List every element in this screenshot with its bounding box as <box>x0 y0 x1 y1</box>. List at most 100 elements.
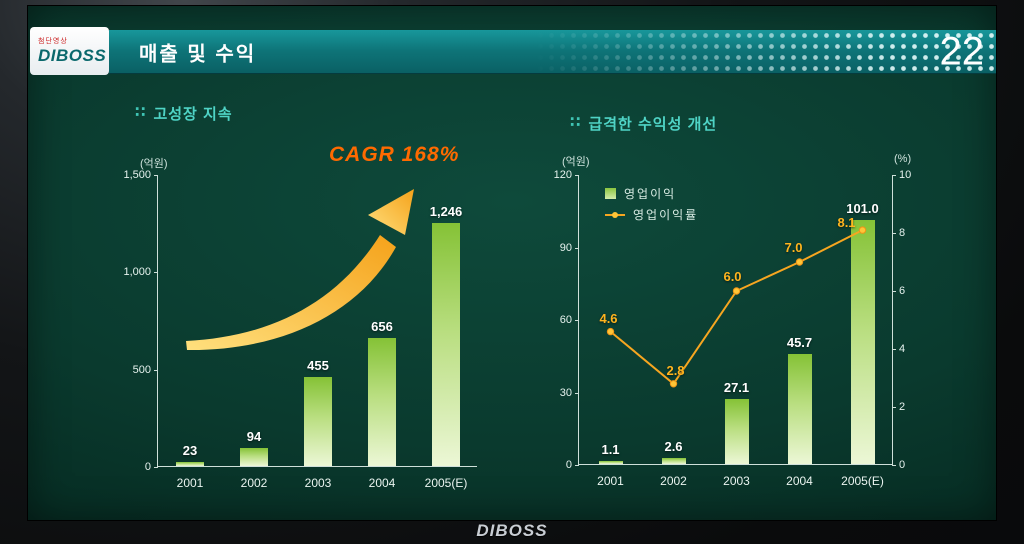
y-tick-mark <box>575 320 579 321</box>
bar-value-label: 94 <box>246 428 262 444</box>
cagr-annotation: CAGR 168% <box>329 143 460 166</box>
profit-unit-label-right: (%) <box>894 153 912 165</box>
bezel-brand-logo: DIBOSS <box>476 521 548 540</box>
bar-series-swatch-icon <box>605 188 616 199</box>
logo-tagline: 첨단영상 <box>38 38 68 45</box>
bar-value-label: 1.1 <box>601 442 620 458</box>
revenue-chart-header: ∷ 고성장 지속 <box>135 104 241 125</box>
line-marker <box>732 287 741 295</box>
category-label: 2003 <box>723 474 750 488</box>
y-tick-label: 60 <box>559 314 572 326</box>
legend-label: 영업이익 <box>624 187 677 201</box>
profit-chart: ∷ 급격한 수익성 개선 (억원) (%) 영업이익 영업이익률 0 30 60 90… <box>550 99 960 504</box>
slide-title-bar: 매출 및 수익 22 <box>109 29 996 74</box>
bar <box>432 223 460 466</box>
bar <box>240 447 268 466</box>
section-bullet-icon: ∷ <box>135 104 146 121</box>
y-tick-mark <box>154 272 158 274</box>
y-tick-mark <box>154 369 158 371</box>
slide-title: 매출 및 수익 <box>139 43 257 65</box>
y-tick-label: 0 <box>565 459 572 471</box>
y-tick-mark <box>892 291 896 292</box>
logo-brand-text: DIBOSS <box>38 46 107 65</box>
bar <box>724 398 749 464</box>
y-tick-label: 1,000 <box>123 266 151 279</box>
y-tick-mark <box>575 465 579 466</box>
bar <box>368 338 396 466</box>
bar <box>850 219 875 464</box>
line-value-label: 2.8 <box>666 362 685 378</box>
category-label: 2005(E) <box>841 474 884 488</box>
profit-chart-title: 급격한 수익성 개선 <box>588 116 718 133</box>
bar-value-label: 455 <box>307 358 329 374</box>
line-value-label: 8.1 <box>837 215 856 231</box>
category-label: 2004 <box>786 474 813 488</box>
y-tick-mark <box>154 467 158 468</box>
y-tick-mark <box>892 175 896 176</box>
category-label: 2003 <box>304 476 332 490</box>
legend-item-operating-margin: 영업이익률 <box>605 204 698 225</box>
margin-line <box>609 229 863 386</box>
category-label: 2004 <box>368 476 396 490</box>
arrow-head <box>368 189 414 235</box>
slide: 첨단영상 DIBOSS 매출 및 수익 22 ∷ 고성장 지속 (억원) CAG… <box>28 6 996 520</box>
y-tick-label: 0 <box>144 461 151 473</box>
bar-value-label: 23 <box>182 442 198 458</box>
bar <box>598 461 623 464</box>
line-series-swatch-icon <box>605 211 625 218</box>
y-tick-mark <box>892 233 896 234</box>
revenue-chart-title: 고성장 지속 <box>153 106 233 123</box>
bar <box>661 457 686 464</box>
y-tick-label: 120 <box>553 169 572 181</box>
arrow-swoosh <box>186 235 396 351</box>
line-value-label: 6.0 <box>723 269 742 284</box>
bar-value-label: 45.7 <box>786 334 813 350</box>
y-tick-mark <box>154 175 158 176</box>
revenue-plot: 0 500 1,000 1,500 23 2001 94 2002 455 2003 656 2004… <box>123 169 477 490</box>
profit-chart-header: ∷ 급격한 수익성 개선 <box>570 114 718 135</box>
y-tick-mark <box>575 175 579 176</box>
bar-value-label: 2.6 <box>664 438 683 454</box>
legend-label: 영업이익률 <box>633 208 699 222</box>
y-tick-mark <box>575 247 579 249</box>
category-label: 2001 <box>176 476 204 490</box>
bar-value-label: 101.0 <box>846 200 879 216</box>
y-tick-label: 30 <box>559 386 572 399</box>
profit-plot: 영업이익 영업이익률 0 30 60 90 120 0 2 4 6 8 10 1.1 2001 2.6 20… <box>554 169 912 488</box>
line-marker <box>606 327 615 336</box>
y-tick-mark <box>892 407 896 408</box>
y-tick-mark <box>892 349 896 350</box>
y-tick-label: 2 <box>899 401 906 413</box>
legend-item-operating-profit: 영업이익 <box>605 183 698 204</box>
bar-value-label: 1,246 <box>429 204 463 220</box>
y-tick-label: 90 <box>559 241 572 254</box>
category-label: 2005(E) <box>424 476 468 490</box>
line-value-label: 4.6 <box>599 310 618 326</box>
y-tick-label: 500 <box>132 363 151 376</box>
diboss-logo: 첨단영상 DIBOSS <box>30 27 109 75</box>
profit-unit-label-left: (억원) <box>562 156 590 168</box>
bar <box>787 353 812 464</box>
line-marker <box>795 258 804 266</box>
halftone-dots-decoration <box>534 30 996 73</box>
y-tick-label: 0 <box>899 459 906 471</box>
y-tick-label: 6 <box>899 285 906 297</box>
y-tick-label: 1,500 <box>123 169 151 181</box>
category-label: 2001 <box>597 474 624 488</box>
y-tick-mark <box>892 465 896 466</box>
revenue-unit-label: (억원) <box>140 158 168 170</box>
bar-value-label: 27.1 <box>723 379 750 395</box>
category-label: 2002 <box>660 474 687 488</box>
category-label: 2002 <box>240 476 268 490</box>
page-number: 22 <box>939 29 985 73</box>
line-marker <box>669 380 678 388</box>
section-bullet-icon: ∷ <box>570 114 581 131</box>
bar <box>176 461 204 466</box>
line-value-label: 7.0 <box>784 240 803 255</box>
y-tick-label: 8 <box>899 227 906 239</box>
bar <box>304 377 332 466</box>
profit-legend: 영업이익 영업이익률 <box>605 183 698 225</box>
y-tick-mark <box>575 392 579 394</box>
y-tick-label: 4 <box>899 343 906 355</box>
